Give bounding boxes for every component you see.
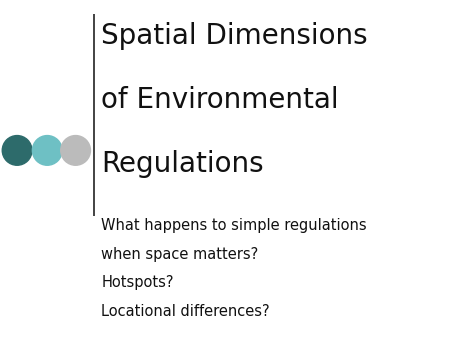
Ellipse shape — [61, 136, 90, 165]
Text: Regulations: Regulations — [101, 150, 264, 178]
Text: Locational differences?: Locational differences? — [101, 304, 270, 319]
Text: What happens to simple regulations: What happens to simple regulations — [101, 218, 367, 233]
Text: Spatial Dimensions: Spatial Dimensions — [101, 22, 368, 50]
Text: of Environmental: of Environmental — [101, 86, 339, 114]
Ellipse shape — [32, 136, 62, 165]
Ellipse shape — [2, 136, 32, 165]
Text: when space matters?: when space matters? — [101, 247, 258, 262]
Text: Hotspots?: Hotspots? — [101, 275, 174, 290]
